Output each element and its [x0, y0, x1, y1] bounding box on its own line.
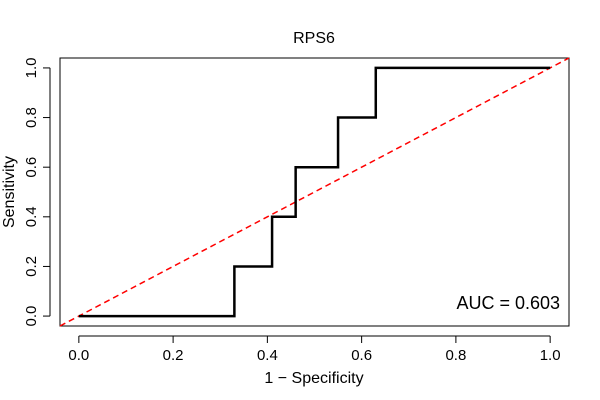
- chart-title: RPS6: [293, 30, 335, 47]
- plot-frame: [59, 57, 570, 327]
- x-tick-label: 0.2: [163, 347, 184, 364]
- roc-curve-line: [78, 66, 551, 318]
- y-axis-label: Sensitivity: [1, 156, 18, 228]
- y-tick-label: 0.6: [23, 157, 40, 178]
- x-axis-label: 1 − Specificity: [264, 370, 363, 387]
- x-tick-label: 0.6: [351, 347, 372, 364]
- plot-layer: 0.0 0.2 0.4 0.6 0.8 1.0 0.0 0.2 0.4 0.6 0.8 1.0: [23, 57, 570, 364]
- reference-diagonal-line: [59, 57, 570, 327]
- y-tick-label: 1.0: [23, 57, 40, 78]
- auc-annotation: AUC = 0.603: [456, 293, 560, 313]
- x-tick-label: 0.4: [257, 347, 278, 364]
- y-tick-label: 0.2: [23, 256, 40, 277]
- y-tick-label: 0.8: [23, 107, 40, 128]
- y-tick-label: 0.0: [23, 306, 40, 327]
- x-tick-label: 1.0: [540, 347, 561, 364]
- x-tick-label: 0.8: [445, 347, 466, 364]
- x-tick-label: 0.0: [68, 347, 89, 364]
- y-tick-label: 0.4: [23, 206, 40, 227]
